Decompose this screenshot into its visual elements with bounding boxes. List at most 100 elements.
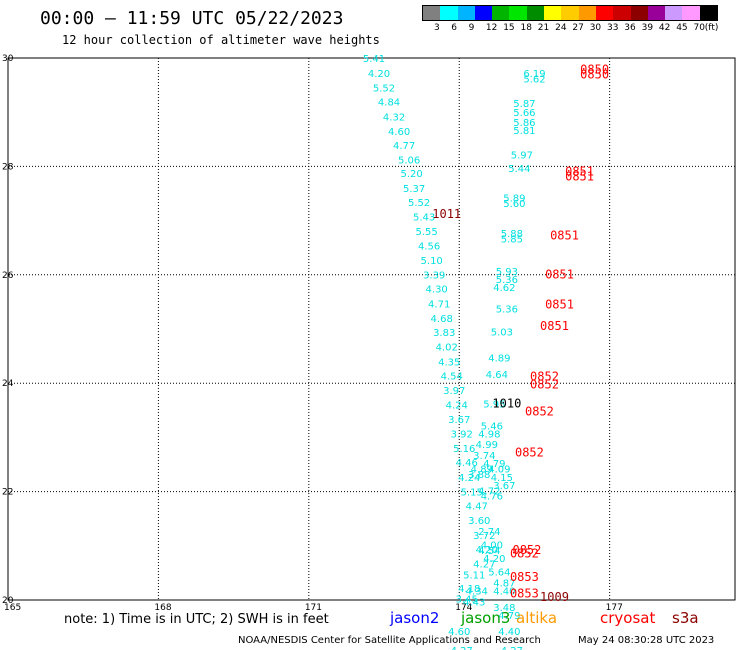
time-label: 0852 (525, 405, 554, 419)
wave-height-label: 5.85 (501, 234, 523, 245)
page-title: 00:00 – 11:59 UTC 05/22/2023 (40, 8, 344, 29)
time-label: 0853 (510, 586, 539, 600)
time-label: 0851 (545, 268, 574, 282)
wave-height-label: 4.79 (483, 459, 505, 470)
time-label: 0852 (510, 547, 539, 561)
wave-height-label: 4.20 (368, 69, 390, 80)
wave-height-label: 4.68 (431, 314, 453, 325)
time-label: 0852 (512, 543, 541, 557)
time-label: 0852 (530, 369, 559, 383)
wave-height-label: 4.60 (388, 127, 410, 138)
legend-label: 36 (624, 23, 636, 33)
legend-swatch (492, 6, 510, 20)
legend-label: 27 (572, 23, 584, 33)
legend-swatch (578, 6, 596, 20)
wave-height-label: 5.52 (408, 198, 430, 209)
satellite-s3a: s3a (672, 609, 699, 627)
time-label: 1010 (492, 397, 521, 411)
lat-tick-label: 28 (2, 162, 14, 172)
lon-tick-label: 165 (4, 603, 21, 613)
time-label: 1009 (540, 590, 569, 604)
satellite-jason3: jason3 (461, 609, 511, 627)
legend-swatch (630, 6, 648, 20)
legend-label: 42 (658, 23, 671, 33)
wave-height-label: 5.86 (513, 118, 535, 129)
wave-height-label: 3.92 (451, 429, 473, 440)
wave-height-label: 3.48 (493, 603, 515, 614)
legend-swatch (682, 6, 700, 20)
time-label: 0851 (545, 297, 574, 311)
wave-height-label: 5.93 (496, 267, 518, 278)
wave-height-label: 4.20 (476, 545, 498, 556)
wave-height-label: 4.27 (451, 646, 473, 650)
wave-height-label: 4.02 (436, 343, 458, 354)
time-label: 1011 (432, 207, 461, 221)
wave-height-label: 5.16 (453, 444, 475, 455)
lat-tick-label: 26 (2, 271, 14, 281)
wave-height-label: 4.71 (428, 299, 450, 310)
satellite-jason2: jason2 (390, 609, 440, 627)
footer-note: note: 1) Time is in UTC; 2) SWH is in fe… (64, 612, 329, 627)
legend-swatch (526, 6, 545, 20)
wave-height-label: 4.89 (471, 465, 493, 476)
legend-swatch (613, 6, 631, 20)
wave-height-label: 5.66 (513, 108, 535, 119)
time-label: 0853 (510, 570, 539, 584)
wave-height-label: 3.74 (473, 451, 495, 462)
satellite-cryosat: cryosat (600, 609, 656, 627)
wave-height-label: 5.60 (503, 199, 525, 210)
wave-height-label: 4.24 (446, 401, 468, 412)
wave-height-label: 5.36 (496, 305, 518, 316)
legend-swatch (509, 6, 527, 20)
wave-height-label: 4.27 (501, 646, 523, 650)
page-subtitle: 12 hour collection of altimeter wave hei… (62, 33, 380, 47)
time-label: 0851 (565, 169, 594, 183)
wave-height-label: 2.74 (478, 527, 500, 538)
color-legend: 3 6 9 12 15 18 21 24 27 30 33 36 39 42 45 70 (ft) (422, 5, 718, 35)
lon-tick-label: 168 (154, 603, 171, 613)
wave-height-label: 4.87 (493, 578, 515, 589)
wave-height-label: 3.97 (443, 386, 465, 397)
legend-label: 6 (451, 23, 458, 33)
wave-height-label: 3.67 (448, 415, 470, 426)
wave-height-label: 4.79 (498, 611, 520, 622)
satellite-altika: altika (516, 609, 558, 627)
wave-height-label: 4.20 (483, 554, 505, 565)
time-label: 0850 (580, 63, 609, 77)
wave-height-label: 4.18 (458, 584, 480, 595)
wave-height-label: 5.20 (400, 169, 422, 180)
legend-swatch (440, 6, 458, 20)
wave-height-label: 4.30 (426, 285, 448, 296)
wave-height-label: 4.77 (393, 141, 415, 152)
wave-height-label: 4.56 (418, 241, 440, 252)
legend-label: 18 (520, 23, 532, 33)
wave-height-label: 5.10 (421, 256, 443, 267)
lat-tick-label: 30 (2, 54, 14, 64)
legend-label: 45 (676, 23, 688, 33)
wave-height-label: 4.47 (466, 501, 488, 512)
legend-swatch (665, 6, 683, 20)
legend-label: (ft) (704, 23, 719, 33)
wave-height-label: 4.76 (481, 492, 503, 503)
wave-height-label: 4.89 (488, 354, 510, 365)
wave-height-label: 5.46 (481, 421, 503, 432)
wave-height-label: 4.34 (466, 587, 488, 598)
time-label: 0852 (515, 445, 544, 459)
legend-label: 33 (607, 23, 619, 33)
wave-height-label: 4.35 (438, 357, 460, 368)
credit-text: NOAA/NESDIS Center for Satellite Applica… (238, 635, 541, 646)
legend-swatch (699, 6, 718, 20)
legend-label: 39 (641, 23, 654, 33)
wave-height-label: 5.37 (403, 184, 425, 195)
wave-height-label: 3.39 (423, 271, 445, 282)
wave-height-label: 5.03 (491, 328, 513, 339)
legend-swatch (595, 6, 614, 20)
legend-swatch (423, 6, 441, 20)
map-frame (7, 57, 736, 601)
legend-labels: 3 6 9 12 15 18 21 24 27 30 33 36 39 42 45 70 (ft) (422, 21, 718, 35)
wave-height-label: 5.95 (483, 400, 505, 411)
wave-height-label: 5.97 (511, 150, 533, 161)
wave-height-label: 4.32 (383, 112, 405, 123)
wave-height-label: 5.15 (461, 487, 483, 498)
